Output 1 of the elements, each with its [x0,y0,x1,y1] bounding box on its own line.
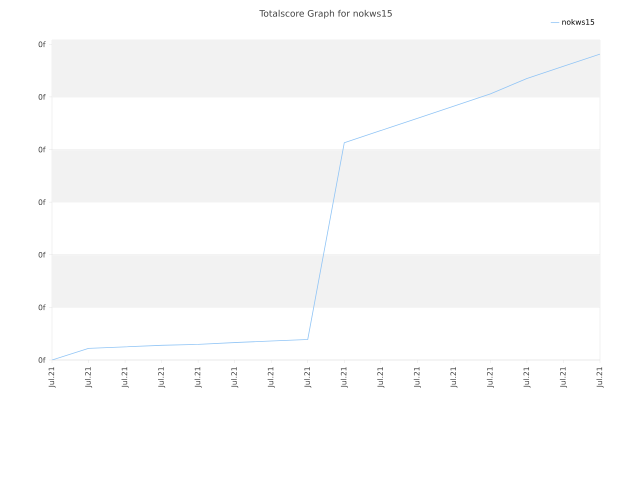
chart-title: Totalscore Graph for nokws15 [259,10,392,18]
